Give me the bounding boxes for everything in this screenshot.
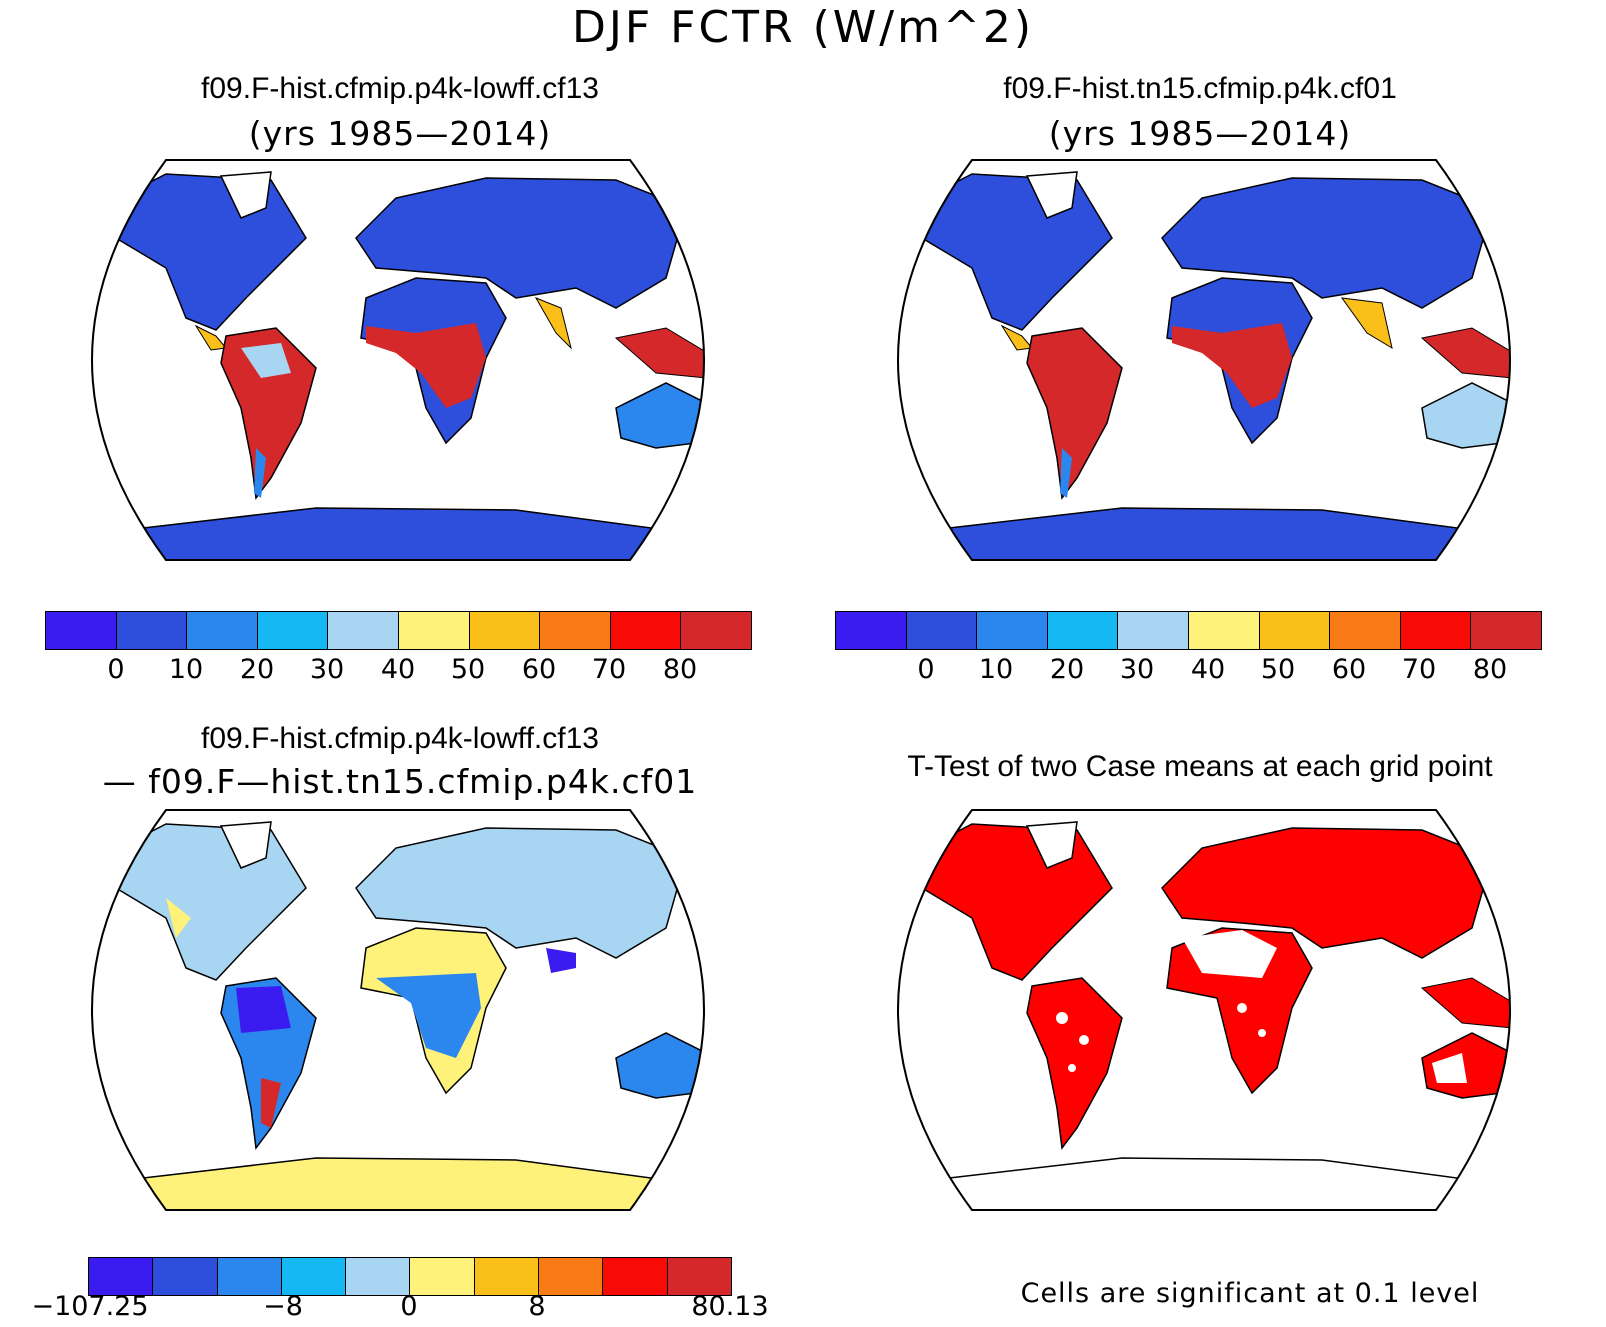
colorbar-tick: −8 [263, 1291, 303, 1322]
colorbar-box [328, 612, 399, 649]
colorbar-box [346, 1258, 411, 1295]
panel1-subtitle: (yrs 1985—2014) [248, 114, 552, 153]
colorbar-box [281, 1258, 347, 1295]
colorbar-box [906, 612, 978, 649]
colorbar-box [1400, 612, 1472, 649]
panel3-subtitle: — f09.F—hist.tn15.cfmip.p4k.cf01 [102, 762, 698, 801]
colorbar-box [398, 612, 470, 649]
panel3-colorbar [88, 1257, 732, 1296]
colorbar-box [836, 612, 907, 649]
colorbar-box [469, 612, 541, 649]
colorbar-box [667, 1258, 731, 1295]
colorbar-box [1259, 612, 1331, 649]
colorbar-tick: 8 [528, 1291, 546, 1322]
colorbar-box [977, 612, 1048, 649]
panel1-map [16, 158, 780, 562]
panel1-title: f09.F-hist.cfmip.p4k-lowff.cf13 [201, 72, 599, 105]
colorbar-tick: 40 [380, 654, 416, 685]
colorbar-box [116, 612, 188, 649]
colorbar-tick: 30 [1119, 654, 1155, 685]
colorbar-tick: 40 [1190, 654, 1226, 685]
colorbar-tick: 0 [107, 654, 125, 685]
colorbar-tick: 80 [1472, 654, 1508, 685]
colorbar-tick: 0 [917, 654, 935, 685]
colorbar-tick: 80.13 [691, 1291, 769, 1322]
colorbar-box [1188, 612, 1260, 649]
colorbar-box [217, 1258, 282, 1295]
colorbar-tick: 50 [450, 654, 486, 685]
colorbar-tick: 10 [978, 654, 1014, 685]
panel4-map [822, 808, 1586, 1212]
panel2-subtitle: (yrs 1985—2014) [1048, 114, 1352, 153]
colorbar-box [257, 612, 329, 649]
panel2-title: f09.F-hist.tn15.cfmip.p4k.cf01 [1003, 72, 1397, 105]
colorbar-box [681, 612, 751, 649]
colorbar-box [539, 1258, 604, 1295]
colorbar-box [1047, 612, 1119, 649]
colorbar-box [410, 1258, 475, 1295]
panel2-map [822, 158, 1586, 562]
panel2-colorbar [835, 611, 1542, 650]
colorbar-tick: 20 [239, 654, 275, 685]
colorbar-box [153, 1258, 218, 1295]
colorbar-box [603, 1258, 668, 1295]
colorbar-box [540, 612, 611, 649]
significance-note: Cells are significant at 0.1 level [1020, 1278, 1480, 1309]
colorbar-box [1471, 612, 1541, 649]
colorbar-tick: 60 [1331, 654, 1367, 685]
colorbar-box [474, 1258, 540, 1295]
colorbar-box [610, 612, 682, 649]
colorbar-box [1330, 612, 1401, 649]
colorbar-tick: 70 [1401, 654, 1437, 685]
panel3-title: f09.F-hist.cfmip.p4k-lowff.cf13 [201, 722, 599, 755]
colorbar-tick: 10 [168, 654, 204, 685]
figure-title: DJF FCTR (W/m^2) [571, 2, 1034, 53]
colorbar-tick: 0 [400, 1291, 418, 1322]
colorbar-box [1118, 612, 1189, 649]
panel1-colorbar [45, 611, 752, 650]
colorbar-tick: 80 [662, 654, 698, 685]
colorbar-tick: 70 [591, 654, 627, 685]
colorbar-box [89, 1258, 154, 1295]
colorbar-tick: 30 [309, 654, 345, 685]
colorbar-tick: 20 [1049, 654, 1085, 685]
colorbar-box [46, 612, 117, 649]
panel3-map [16, 808, 780, 1212]
colorbar-tick: 50 [1260, 654, 1296, 685]
colorbar-tick: −107.25 [31, 1291, 149, 1322]
colorbar-tick: 60 [521, 654, 557, 685]
colorbar-box [187, 612, 258, 649]
panel4-title: T-Test of two Case means at each grid po… [907, 750, 1493, 783]
